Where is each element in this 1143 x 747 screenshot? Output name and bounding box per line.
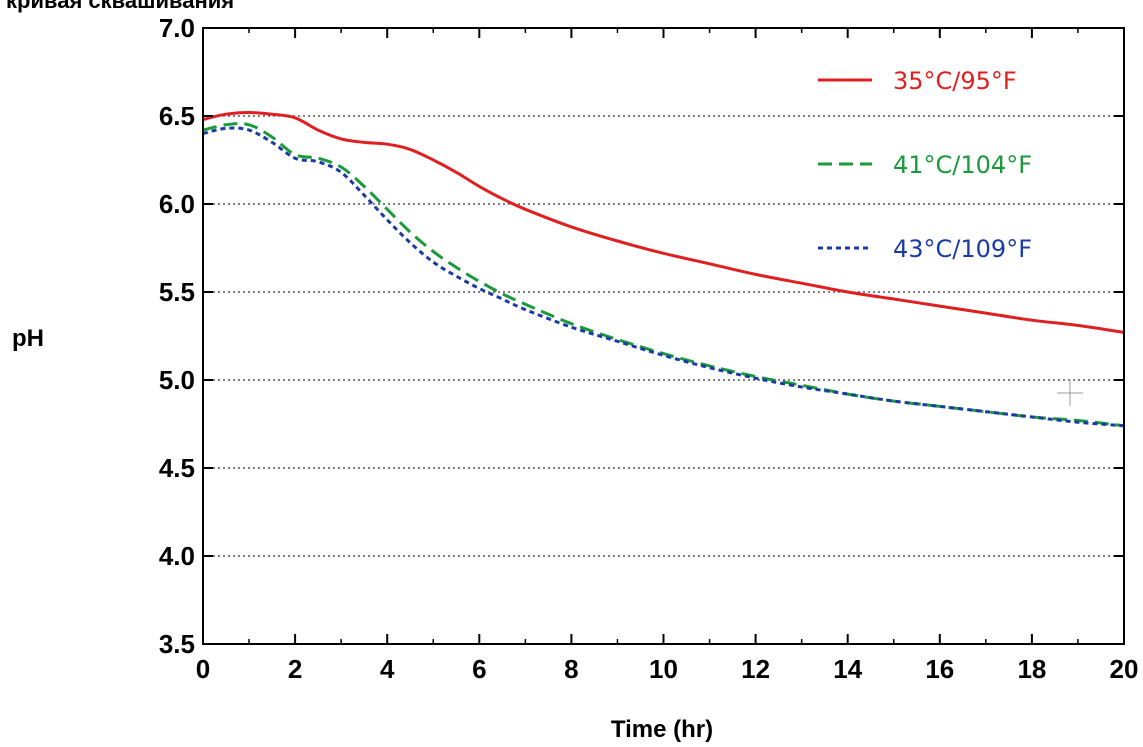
ticks <box>202 27 1125 645</box>
y-tick-label: 5.0 <box>159 365 195 395</box>
series-line-1 <box>202 110 1125 334</box>
y-tick-label: 5.5 <box>159 277 195 307</box>
x-tick-label: 12 <box>741 654 770 684</box>
series-layer <box>202 110 1125 428</box>
x-tick-label: 18 <box>1017 654 1046 684</box>
y-tick-label: 3.5 <box>159 629 195 659</box>
x-tick-label: 6 <box>472 654 486 684</box>
x-tick-label: 8 <box>564 654 578 684</box>
x-tick-label: 16 <box>925 654 954 684</box>
x-tick-label: 2 <box>288 654 302 684</box>
legend-label: 35°C/95°F <box>893 67 1017 95</box>
x-tick-label: 14 <box>833 654 862 684</box>
legend: 35°C/95°F 41°C/104°F 43°C/109°F <box>818 67 1032 263</box>
y-tick-label: 7.0 <box>159 13 195 43</box>
series-line-3 <box>202 126 1125 428</box>
x-tick-label: 20 <box>1110 654 1139 684</box>
crosshair-cursor-icon <box>1057 380 1083 406</box>
grid <box>203 115 1124 557</box>
legend-label: 43°C/109°F <box>893 235 1032 263</box>
y-tick-label: 6.0 <box>159 189 195 219</box>
x-axis-label: Time (hr) <box>611 716 713 743</box>
tick-labels: 3.5 4.0 4.5 5.0 5.5 6.0 6.5 7.0 0 2 4 6 8 10 12 14 16 18 2… <box>159 13 1139 684</box>
y-axis-label: pH <box>12 325 44 352</box>
legend-label: 41°C/104°F <box>893 151 1032 179</box>
plot-frame <box>202 27 1125 645</box>
y-tick-label: 4.5 <box>159 453 195 483</box>
chart-title: кривая сквашивания <box>6 0 234 13</box>
y-tick-label: 6.5 <box>159 101 195 131</box>
y-tick-label: 4.0 <box>159 541 195 571</box>
x-tick-label: 4 <box>380 654 395 684</box>
x-tick-label: 0 <box>196 654 210 684</box>
x-tick-label: 10 <box>649 654 678 684</box>
